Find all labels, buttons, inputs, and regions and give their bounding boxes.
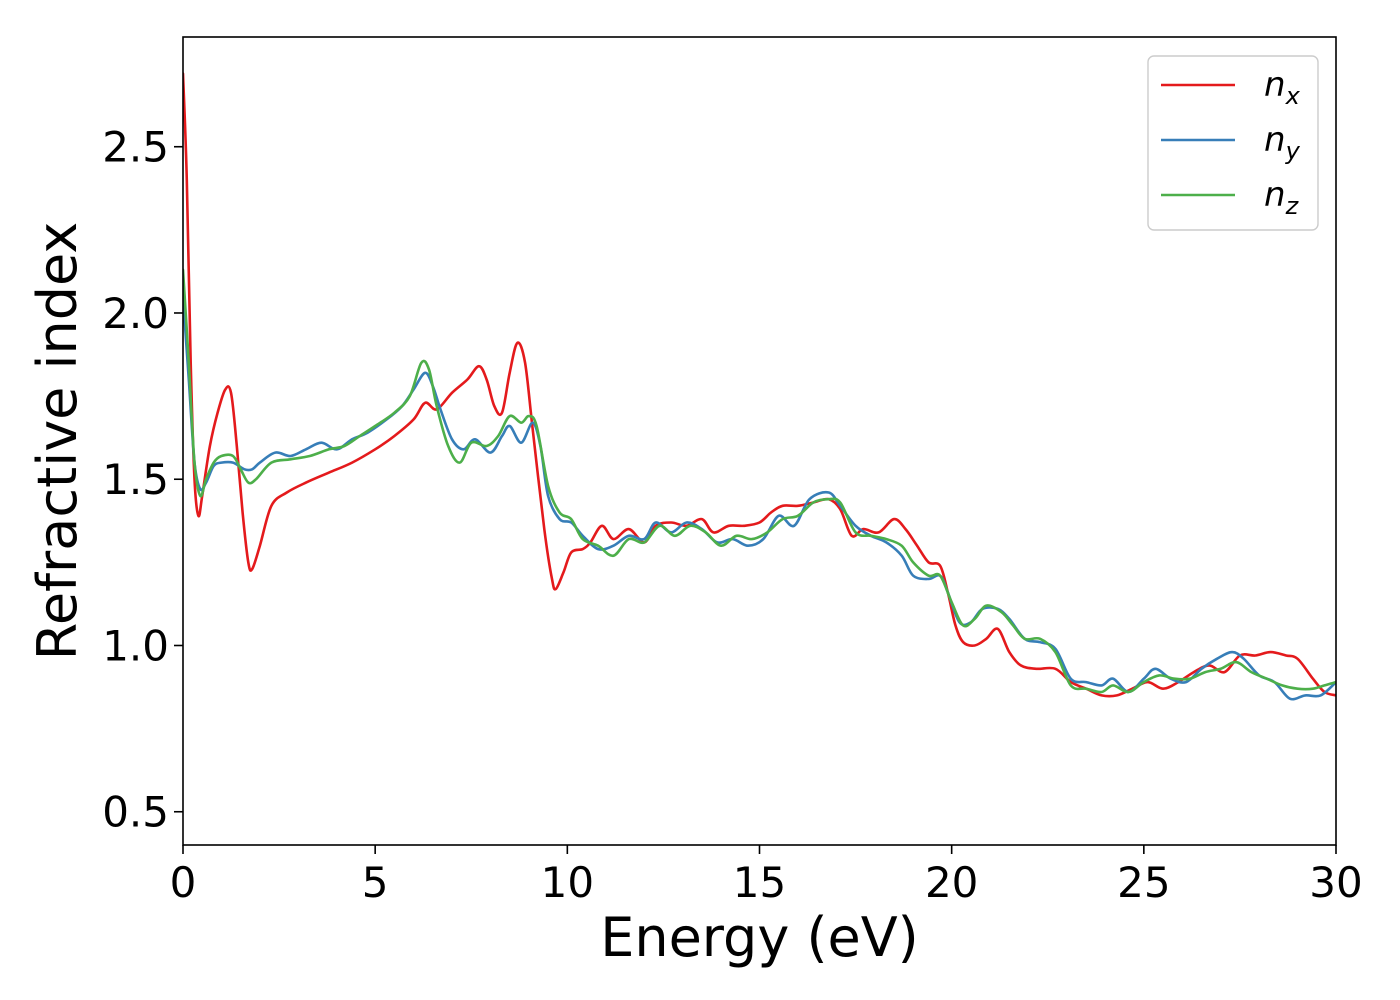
x-tick-label: 10 [541, 858, 594, 907]
legend-label: nz [1264, 175, 1300, 220]
legend-label-main: n [1264, 175, 1286, 215]
y-tick-label: 2.5 [102, 123, 169, 172]
series-layer [183, 72, 1336, 701]
x-tick-label: 0 [170, 858, 197, 907]
legend-label-main: n [1264, 120, 1286, 160]
y-axis: 0.5 1.0 1.5 2.0 2.5 [102, 123, 183, 837]
series-line-x [183, 72, 1336, 698]
y-tick-label: 1.5 [102, 455, 169, 504]
legend-label: nx [1264, 65, 1301, 110]
x-tick-label: 30 [1309, 858, 1362, 907]
x-tick-label: 20 [925, 858, 978, 907]
y-axis-title: Refractive index [26, 222, 89, 661]
legend-label: ny [1264, 120, 1301, 165]
legend-label-subscript: y [1285, 137, 1301, 165]
legend-label-main: n [1264, 65, 1286, 105]
x-axis-title: Energy (eV) [600, 906, 919, 969]
x-axis: 0 5 10 15 20 25 30 [170, 845, 1363, 907]
legend-label-subscript: z [1285, 192, 1300, 220]
y-tick-label: 0.5 [102, 788, 169, 837]
series-line-z [183, 268, 1336, 694]
x-tick-label: 15 [733, 858, 786, 907]
legend-box [1147, 55, 1319, 231]
legend-label-subscript: x [1285, 82, 1301, 110]
x-tick-label: 25 [1117, 858, 1170, 907]
y-tick-label: 2.0 [102, 289, 169, 338]
y-tick-label: 1.0 [102, 621, 169, 670]
x-tick-label: 5 [362, 858, 389, 907]
